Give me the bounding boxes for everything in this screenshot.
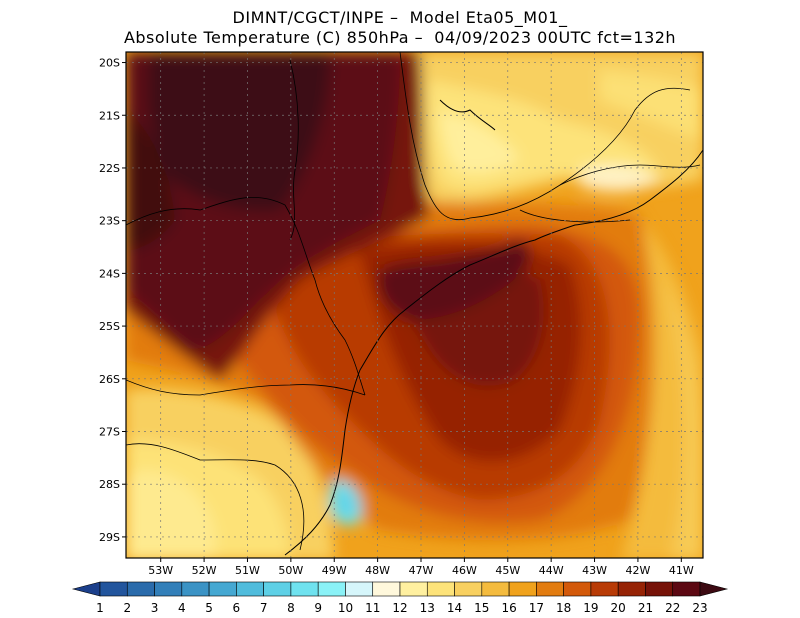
coastline: [284, 99, 703, 556]
lon-tick-label: 47W: [409, 564, 434, 577]
colorbar-swatch: [590, 581, 619, 597]
lon-tick-label: 41W: [669, 564, 694, 577]
colorbar-label: 2: [123, 601, 131, 615]
state-boundaries: [126, 52, 701, 551]
map-title-line1: DIMNT/CGCT/INPE – Model Eta05_M01_: [232, 8, 568, 27]
lon-tick-label: 44W: [539, 564, 564, 577]
lat-tick-label: 26S: [99, 373, 120, 386]
colorbar-swatch: [672, 581, 701, 597]
colorbar-label: 15: [474, 601, 489, 615]
colorbar-swatch: [181, 581, 210, 597]
colorbar-swatch: [426, 581, 455, 597]
colorbar-swatch: [263, 581, 292, 597]
map-gridlines: [126, 52, 703, 558]
lon-tick-label: 45W: [495, 564, 520, 577]
colorbar-label: 5: [205, 601, 213, 615]
colorbar-swatch: [372, 581, 401, 597]
lat-tick-label: 24S: [99, 267, 120, 280]
colorbar-label: 19: [583, 601, 598, 615]
map-frame: [125, 51, 704, 559]
colorbar-swatch: [345, 581, 374, 597]
colorbar-label: 13: [420, 601, 435, 615]
lat-tick-label: 29S: [99, 531, 120, 544]
colorbar-label: 16: [501, 601, 516, 615]
lon-axis: 53W 52W 51W 50W 49W 48W 47W 46W 45W 44W 43W 42W 41W: [148, 558, 694, 577]
colorbar-max-arrow: [699, 581, 729, 597]
colorbar-label: 9: [314, 601, 322, 615]
colorbar-label: 18: [556, 601, 571, 615]
colorbar-swatch: [536, 581, 564, 597]
colorbar-swatch: [154, 581, 183, 597]
colorbar-label: 7: [260, 601, 268, 615]
colorbar-label: 20: [611, 601, 626, 615]
colorbar-swatch: [617, 581, 646, 597]
lat-tick-label: 22S: [99, 162, 120, 175]
colorbar-label: 11: [365, 601, 380, 615]
lat-tick-label: 23S: [99, 215, 120, 228]
colorbar-label: 23: [692, 601, 707, 615]
colorbar-swatch: [645, 581, 674, 597]
colorbar-label: 4: [178, 601, 186, 615]
lon-tick-label: 51W: [235, 564, 260, 577]
colorbar-label: 8: [287, 601, 295, 615]
lon-tick-label: 48W: [365, 564, 390, 577]
lon-tick-label: 42W: [625, 564, 650, 577]
colorbar-swatch: [481, 581, 510, 597]
colorbar-swatch: [290, 581, 319, 597]
colorbar-swatch: [399, 581, 428, 597]
lon-tick-label: 43W: [582, 564, 607, 577]
lon-tick-label: 49W: [322, 564, 347, 577]
lon-tick-label: 53W: [148, 564, 173, 577]
colorbar-swatch: [508, 581, 537, 597]
colorbar-swatch: [208, 581, 237, 597]
lon-tick-label: 52W: [192, 564, 217, 577]
lat-tick-label: 25S: [99, 320, 120, 333]
colorbar-swatch: [454, 581, 483, 597]
lat-tick-label: 21S: [99, 109, 120, 122]
lat-tick-label: 28S: [99, 478, 120, 491]
colorbar-label: 1: [96, 601, 104, 615]
colorbar-min-arrow: [71, 581, 101, 597]
lon-tick-label: 50W: [278, 564, 303, 577]
lat-axis: 20S 21S 22S 23S 24S 25S 26S 27S 28S 29S: [99, 57, 126, 544]
colorbar-label: 10: [338, 601, 353, 615]
colorbar-label: 21: [638, 601, 653, 615]
lon-tick-label: 46W: [452, 564, 477, 577]
colorbar-swatch: [236, 581, 264, 597]
lat-tick-label: 27S: [99, 426, 120, 439]
colorbar-label: 3: [151, 601, 159, 615]
colorbar-label: 14: [447, 601, 462, 615]
colorbar-swatch: [317, 581, 346, 597]
temperature-field: [126, 52, 703, 558]
colorbar-swatch: [126, 581, 155, 597]
colorbar: 1 2 3 4 5 6 7 8 9 10 11 12 13 14 15 16 17 18 19 20 21 22 23: [71, 581, 729, 615]
colorbar-label: 12: [392, 601, 407, 615]
colorbar-label: 17: [529, 601, 544, 615]
map-title-line2: Absolute Temperature (C) 850hPa – 04/09/…: [123, 28, 677, 47]
lat-tick-label: 20S: [99, 57, 120, 70]
colorbar-swatch: [99, 581, 128, 597]
colorbar-label: 22: [665, 601, 680, 615]
colorbar-label: 6: [233, 601, 241, 615]
colorbar-swatch: [563, 581, 592, 597]
